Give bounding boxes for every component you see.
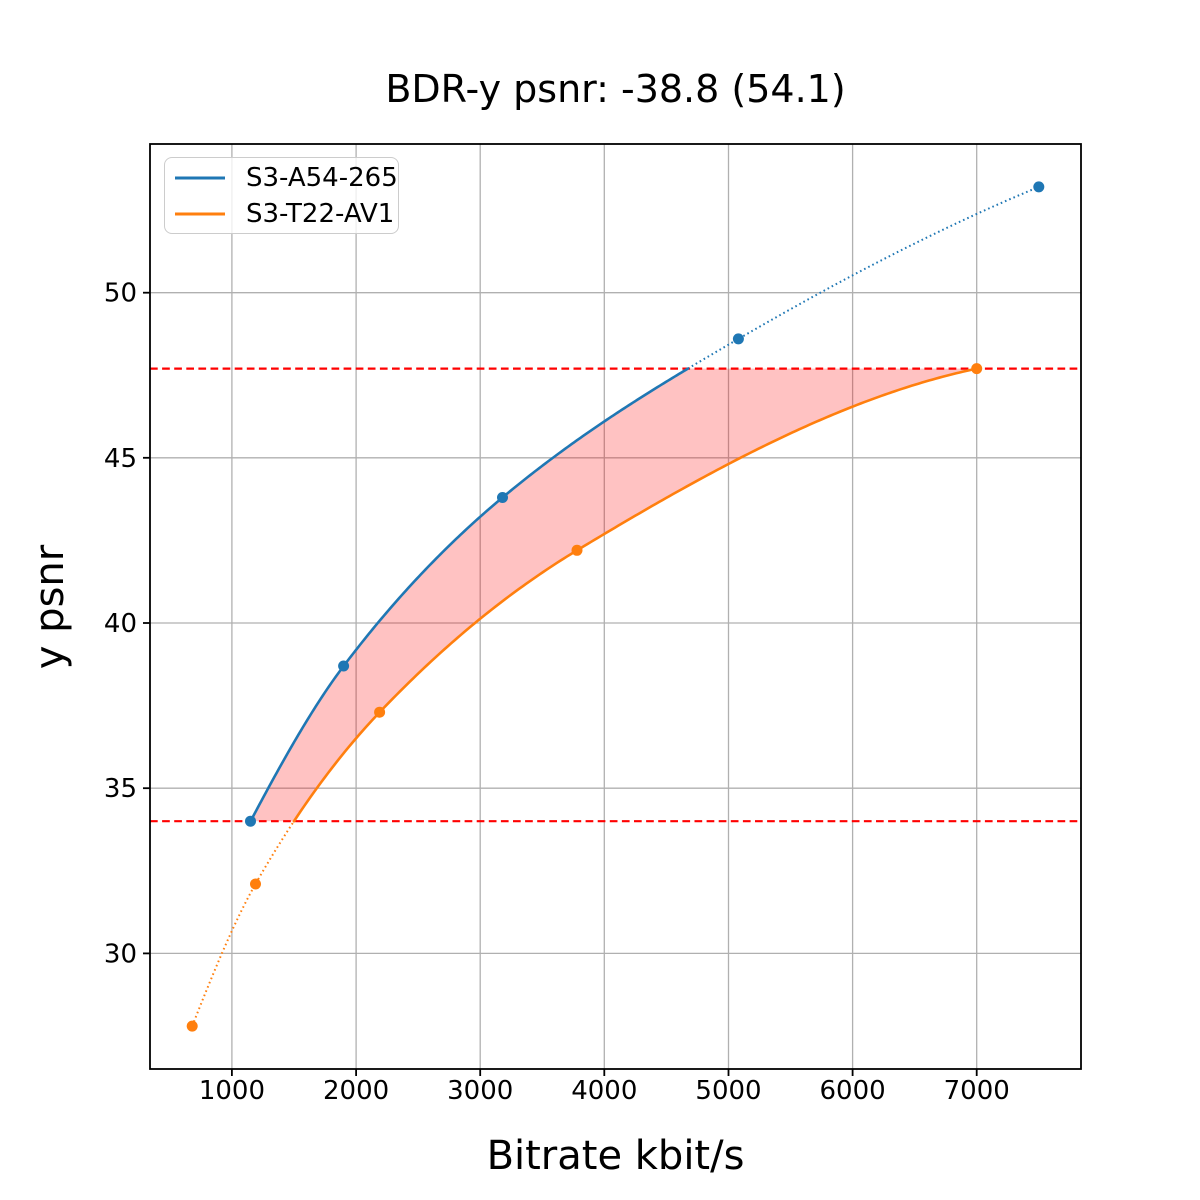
x-tick-label: 4000	[571, 1076, 637, 1106]
y-tick-label: 30	[104, 939, 137, 969]
data-point-marker	[374, 706, 386, 718]
y-tick-label: 35	[104, 774, 137, 804]
legend-entry-0: S3-A54-265	[165, 160, 398, 196]
x-axis-label: Bitrate kbit/s	[486, 1133, 745, 1179]
x-tick-label: 3000	[447, 1076, 513, 1106]
legend-line-sample-0	[175, 176, 225, 179]
legend: S3-A54-265 S3-T22-AV1	[164, 157, 399, 234]
data-point-marker	[338, 660, 350, 672]
data-point-marker	[497, 492, 508, 503]
y-tick-label: 40	[104, 609, 137, 639]
legend-label-0: S3-A54-265	[246, 162, 398, 193]
x-tick-label: 1000	[199, 1076, 265, 1106]
x-tick-label: 6000	[820, 1076, 886, 1106]
data-point-marker	[732, 333, 744, 345]
chart-title: BDR-y psnr: -38.8 (54.1)	[385, 67, 846, 111]
data-point-marker	[971, 363, 983, 375]
shaded-region	[250, 368, 977, 822]
data-point-marker	[186, 1020, 198, 1032]
series-line-dotted	[191, 820, 295, 1027]
legend-line-sample-1	[175, 212, 225, 215]
y-tick-label: 45	[104, 444, 137, 474]
data-point-marker	[245, 815, 256, 827]
x-tick-label: 2000	[323, 1076, 389, 1106]
y-tick-label: 50	[104, 279, 137, 309]
data-point-marker	[1033, 181, 1045, 193]
x-tick-label: 7000	[944, 1076, 1010, 1106]
data-point-marker	[250, 878, 261, 890]
data-point-marker	[571, 544, 583, 556]
plot-border	[149, 143, 1082, 1070]
legend-entry-1: S3-T22-AV1	[165, 196, 398, 232]
series-line-solid	[249, 367, 690, 823]
y-axis-label: y psnr	[27, 544, 73, 670]
legend-label-1: S3-T22-AV1	[246, 198, 395, 229]
x-tick-label: 5000	[695, 1076, 761, 1106]
series-line-dotted	[687, 186, 1040, 370]
series-line-solid	[292, 367, 979, 823]
